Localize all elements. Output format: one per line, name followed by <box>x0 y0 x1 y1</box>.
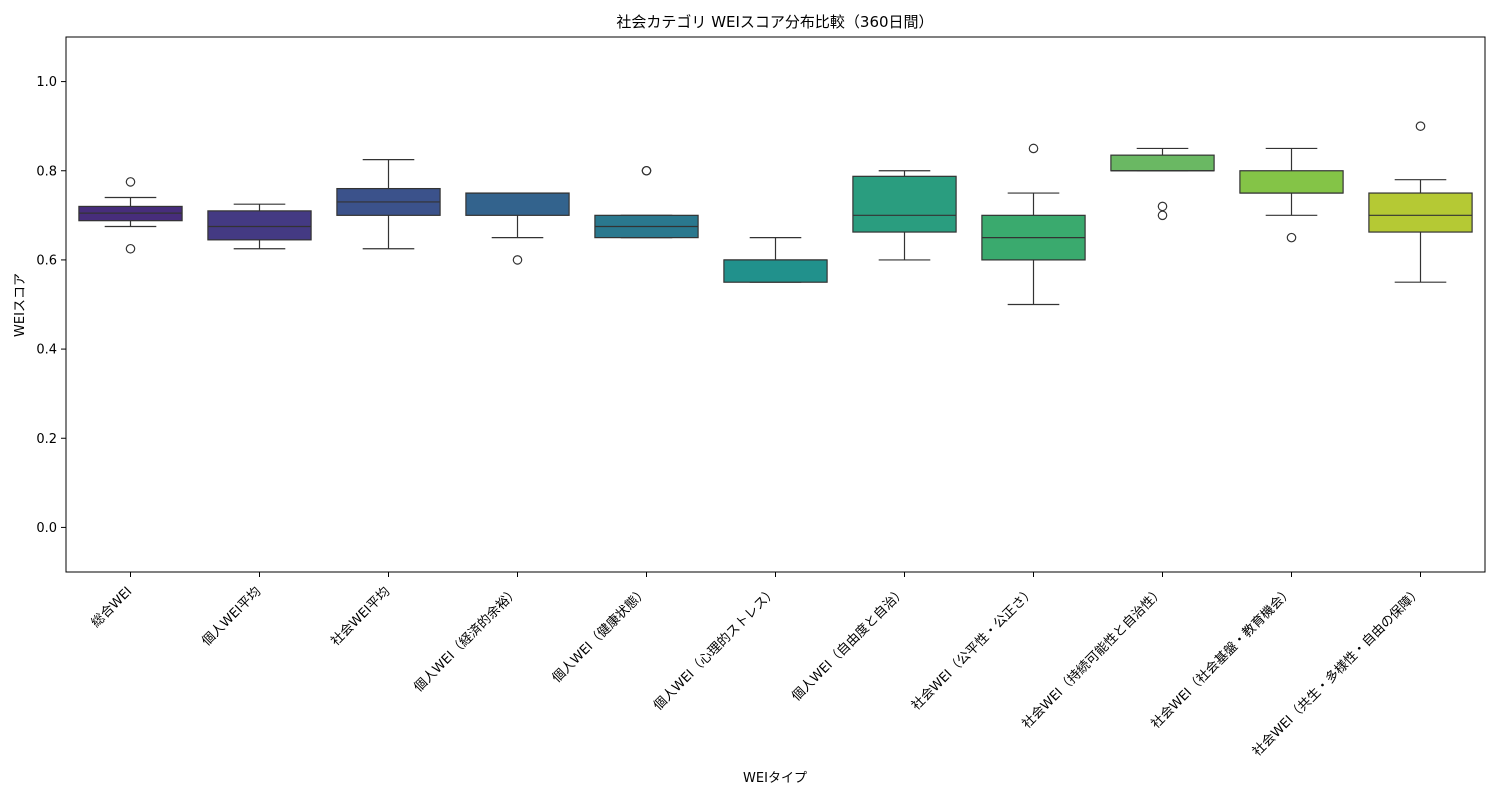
box-6 <box>852 170 957 261</box>
box-9 <box>1239 147 1344 243</box>
outlier-point <box>1028 143 1039 154</box>
chart-title: 社会カテゴリ WEIスコア分布比較（360日間） <box>616 13 933 31</box>
box-body <box>207 210 312 241</box>
x-axis: 総合WEI 個人WEI平均 社会WEI平均 個人WEI（経済的余裕） 個人WEI（健康状… <box>89 572 1425 760</box>
x-tick-label: 社会WEI（公平性・公正さ） <box>908 584 1038 714</box>
y-tick-label: 0.6 <box>36 253 57 268</box>
box-4 <box>594 165 699 239</box>
box-7 <box>981 143 1086 306</box>
box-5 <box>723 237 828 283</box>
outlier-point <box>1286 232 1297 243</box>
x-tick-label: 個人WEI（心理的ストレス） <box>650 584 780 714</box>
outlier-point <box>125 243 136 254</box>
plot-area <box>65 36 1486 573</box>
box-body <box>1110 154 1215 172</box>
box-body <box>1368 192 1473 233</box>
box-body <box>465 192 570 216</box>
outlier-point <box>1157 201 1168 212</box>
x-axis-label: WEIタイプ <box>743 771 807 786</box>
y-tick-label: 0.0 <box>36 521 57 536</box>
x-tick-label: 社会WEI平均 <box>328 584 394 650</box>
y-tick-label: 0.4 <box>36 343 57 358</box>
outlier-point <box>1415 121 1426 131</box>
box-8 <box>1110 147 1215 221</box>
x-tick-label: 個人WEI（自由度と自治） <box>788 584 909 705</box>
box-0 <box>78 177 183 254</box>
box-body <box>1239 170 1344 194</box>
outlier-point <box>641 165 652 176</box>
x-tick-label: 個人WEI平均 <box>199 584 264 649</box>
box-body <box>852 175 957 233</box>
y-tick-label: 1.0 <box>36 75 57 90</box>
y-tick-label: 0.2 <box>36 432 57 447</box>
box-10 <box>1368 121 1473 283</box>
y-axis-label: WEIスコア <box>13 273 28 337</box>
outlier-point <box>125 177 136 187</box>
y-tick-label: 0.8 <box>36 164 57 179</box>
x-tick-label: 社会WEI（社会基盤・教育機会） <box>1148 584 1296 732</box>
box-body <box>723 259 828 283</box>
outlier-point <box>1157 210 1168 221</box>
x-tick-label: 社会WEI（持続可能性と自治性） <box>1019 584 1167 732</box>
x-tick-label: 総合WEI <box>89 584 136 631</box>
outlier-point <box>512 255 523 265</box>
boxes-group <box>78 121 1473 306</box>
y-axis: 0.0 0.2 0.4 0.6 0.8 1.0 <box>36 75 66 536</box>
x-tick-label: 個人WEI（経済的余裕） <box>411 584 523 696</box>
box-3 <box>465 192 570 265</box>
box-1 <box>207 203 312 250</box>
box-2 <box>336 159 441 250</box>
x-tick-label: 個人WEI（健康状態） <box>549 584 651 686</box>
